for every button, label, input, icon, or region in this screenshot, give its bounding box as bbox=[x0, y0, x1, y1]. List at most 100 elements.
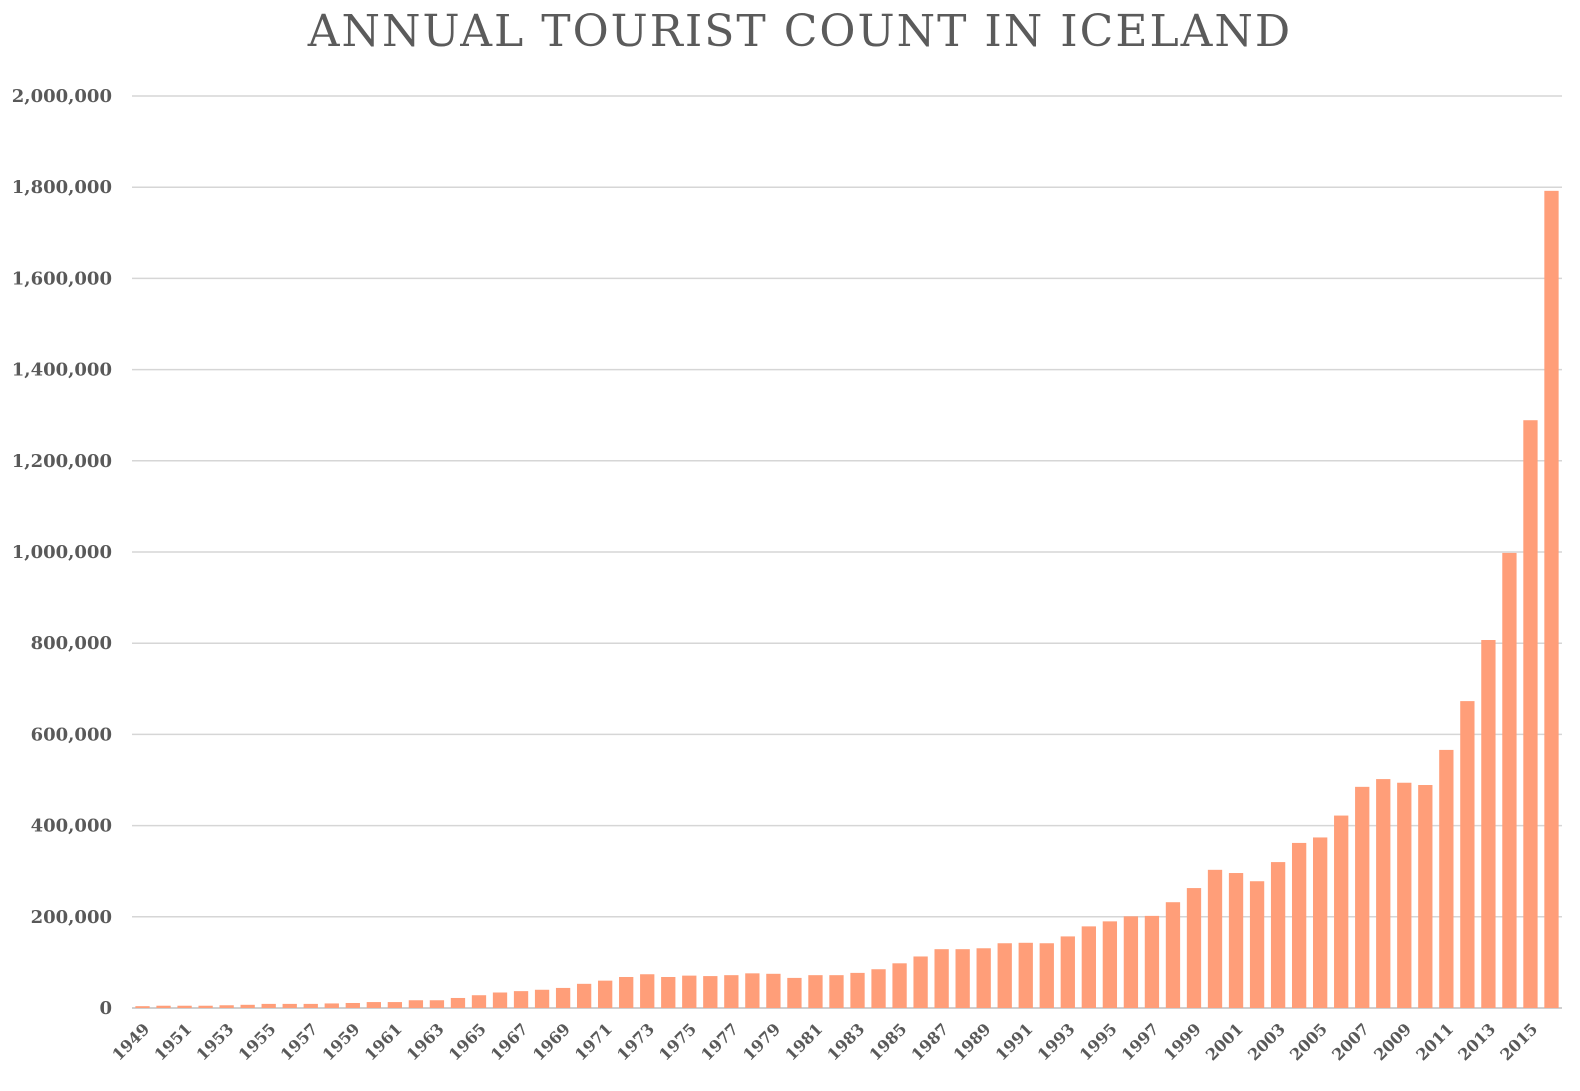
y-tick-label: 1,600,000 bbox=[12, 268, 112, 289]
x-tick-label: 2003 bbox=[1244, 1019, 1289, 1064]
y-tick-label: 2,000,000 bbox=[12, 86, 112, 107]
bar-1980 bbox=[787, 977, 802, 1008]
x-tick-label: 1961 bbox=[361, 1019, 406, 1064]
bar-1979 bbox=[766, 973, 781, 1008]
x-tick-label: 1969 bbox=[529, 1019, 574, 1064]
x-tick-label: 1953 bbox=[193, 1019, 238, 1064]
x-tick-label: 1983 bbox=[823, 1019, 868, 1064]
x-tick-label: 1991 bbox=[992, 1019, 1037, 1064]
x-tick-label: 1997 bbox=[1118, 1019, 1163, 1064]
y-tick-label: 200,000 bbox=[31, 907, 112, 928]
bar-1994 bbox=[1081, 926, 1096, 1008]
bar-1961 bbox=[387, 1002, 403, 1008]
bar-1981 bbox=[808, 975, 823, 1008]
y-tick-label: 400,000 bbox=[31, 816, 112, 837]
x-tick-label: 1971 bbox=[571, 1019, 616, 1064]
x-tick-label: 2015 bbox=[1496, 1019, 1541, 1064]
x-tick-label: 2011 bbox=[1412, 1019, 1457, 1064]
x-tick-label: 1967 bbox=[487, 1019, 532, 1064]
bar-2009 bbox=[1397, 782, 1412, 1008]
bar-1953 bbox=[219, 1005, 234, 1008]
y-tick-label: 1,000,000 bbox=[12, 542, 112, 563]
bar-1963 bbox=[429, 1000, 445, 1008]
bar-2006 bbox=[1334, 815, 1349, 1008]
bar-1956 bbox=[282, 1003, 297, 1008]
bar-1987 bbox=[934, 949, 949, 1008]
bar-1996 bbox=[1123, 916, 1139, 1008]
y-tick-label: 1,400,000 bbox=[12, 360, 112, 381]
bar-1988 bbox=[955, 949, 970, 1008]
bar-1964 bbox=[450, 997, 466, 1008]
x-tick-label: 2005 bbox=[1286, 1019, 1331, 1064]
bar-1971 bbox=[598, 980, 613, 1008]
x-tick-label: 1981 bbox=[781, 1019, 826, 1064]
bar-1954 bbox=[240, 1004, 255, 1008]
bar-1969 bbox=[555, 987, 571, 1008]
x-tick-label: 2007 bbox=[1328, 1019, 1373, 1064]
bar-2007 bbox=[1355, 786, 1370, 1008]
x-tick-label: 1949 bbox=[108, 1019, 153, 1064]
x-tick-label: 1963 bbox=[403, 1019, 448, 1064]
x-tick-label: 1977 bbox=[697, 1019, 742, 1064]
bar-2011 bbox=[1439, 749, 1454, 1008]
bar-1985 bbox=[892, 963, 907, 1008]
bar-2002 bbox=[1249, 881, 1265, 1008]
x-tick-label: 1987 bbox=[908, 1019, 953, 1064]
x-tick-label: 1989 bbox=[950, 1019, 995, 1064]
x-tick-label: 2013 bbox=[1454, 1019, 1499, 1064]
x-tick-label: 1975 bbox=[655, 1019, 700, 1064]
bars bbox=[135, 190, 1559, 1008]
y-tick-label: 600,000 bbox=[31, 724, 112, 745]
bar-1998 bbox=[1165, 902, 1181, 1008]
x-tick-label: 1951 bbox=[150, 1019, 195, 1064]
bar-1992 bbox=[1039, 943, 1054, 1008]
x-tick-label: 1985 bbox=[865, 1019, 910, 1064]
bar-1972 bbox=[619, 976, 634, 1008]
bar-1977 bbox=[724, 975, 739, 1008]
x-tick-label: 1993 bbox=[1034, 1019, 1079, 1064]
bar-2008 bbox=[1376, 779, 1391, 1008]
bar-1973 bbox=[640, 974, 655, 1008]
x-tick-label: 1999 bbox=[1160, 1019, 1205, 1064]
bar-1949 bbox=[135, 1006, 150, 1008]
bar-2001 bbox=[1228, 873, 1244, 1008]
bar-1975 bbox=[682, 975, 697, 1008]
x-tick-label: 1965 bbox=[445, 1019, 490, 1064]
bar-1967 bbox=[513, 991, 529, 1008]
bar-2000 bbox=[1207, 869, 1223, 1008]
bar-2016 bbox=[1544, 190, 1559, 1008]
x-tick-label: 1979 bbox=[739, 1019, 784, 1064]
y-tick-label: 1,200,000 bbox=[12, 451, 112, 472]
bar-1968 bbox=[534, 989, 550, 1008]
bar-2004 bbox=[1291, 842, 1307, 1008]
x-tick-label: 1973 bbox=[613, 1019, 658, 1064]
bar-1952 bbox=[198, 1005, 213, 1008]
bar-1974 bbox=[661, 976, 676, 1008]
bar-1959 bbox=[345, 1002, 360, 1008]
bar-1997 bbox=[1144, 915, 1160, 1008]
x-tick-label: 2001 bbox=[1202, 1019, 1247, 1064]
y-tick-label: 1,800,000 bbox=[12, 177, 112, 198]
bar-2010 bbox=[1418, 785, 1433, 1008]
y-tick-label: 800,000 bbox=[31, 633, 112, 654]
bar-1970 bbox=[576, 983, 592, 1008]
bar-1990 bbox=[997, 943, 1012, 1008]
bar-1958 bbox=[324, 1003, 339, 1008]
bar-1962 bbox=[408, 1000, 424, 1008]
bar-2013 bbox=[1481, 640, 1496, 1008]
bar-1965 bbox=[471, 995, 487, 1008]
bar-1982 bbox=[829, 975, 844, 1008]
bar-1955 bbox=[261, 1003, 276, 1008]
bar-1960 bbox=[366, 1002, 381, 1008]
bar-1983 bbox=[850, 972, 865, 1008]
bar-1986 bbox=[913, 956, 928, 1008]
x-tick-label: 1955 bbox=[235, 1019, 280, 1064]
x-tick-label: 1957 bbox=[277, 1019, 322, 1064]
x-tick-label: 1959 bbox=[319, 1019, 364, 1064]
bar-1984 bbox=[871, 969, 886, 1008]
bar-2014 bbox=[1502, 552, 1517, 1008]
bar-2015 bbox=[1523, 420, 1538, 1008]
bar-1995 bbox=[1102, 921, 1118, 1008]
bar-1993 bbox=[1060, 936, 1075, 1008]
